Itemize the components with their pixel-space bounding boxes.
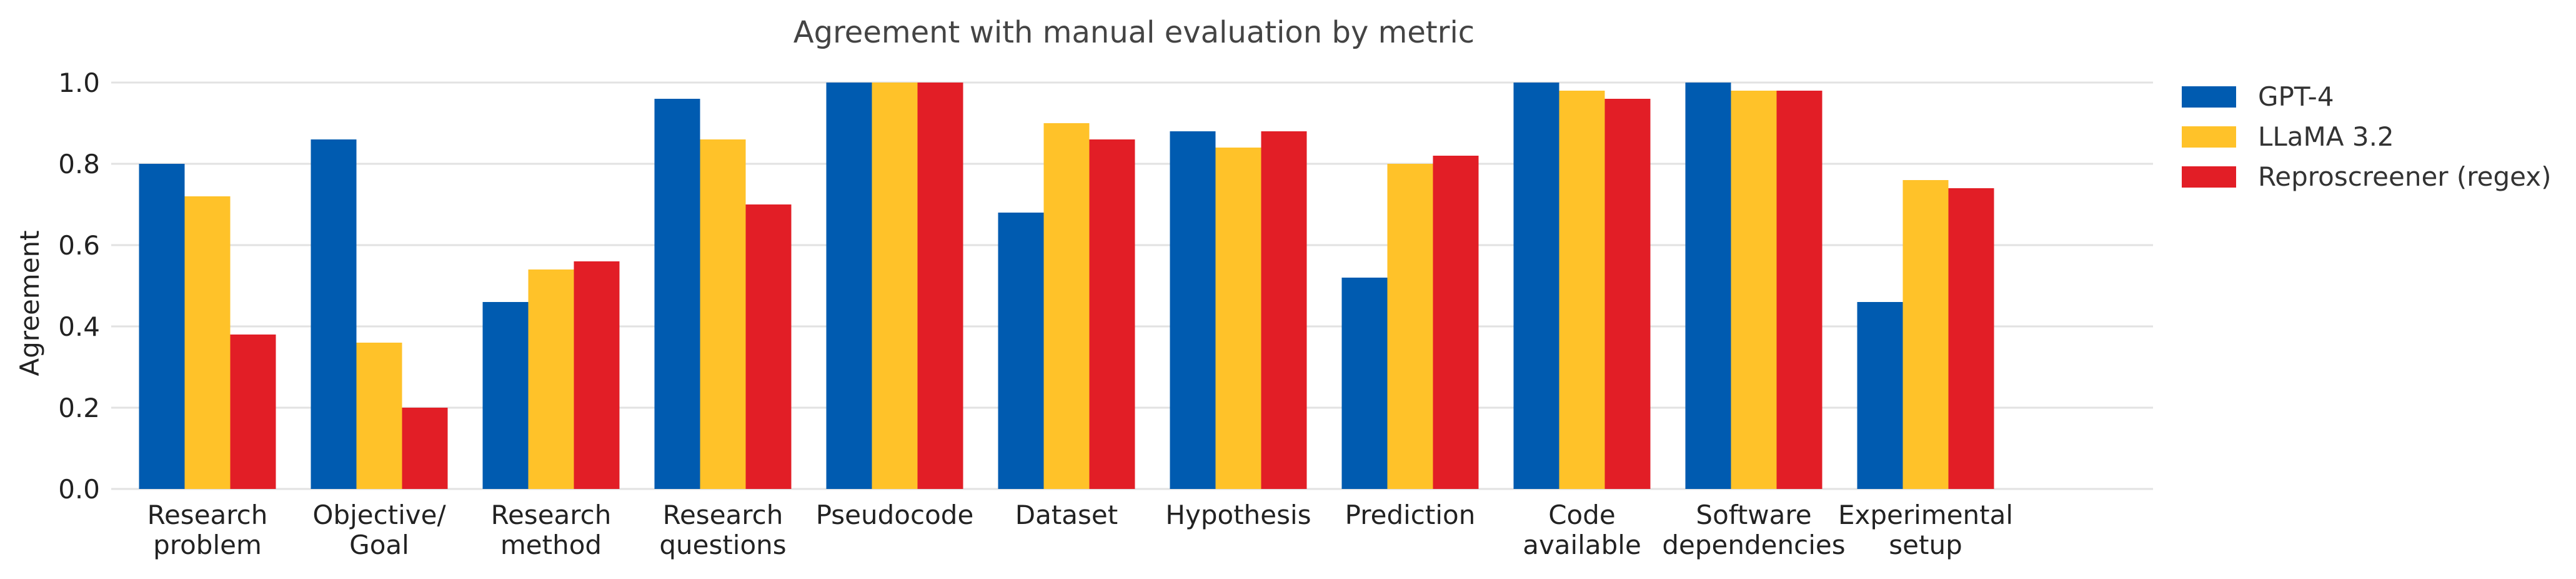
x-tick-label: Dataset [1015,500,1118,530]
bar-llama-3-2 [1559,91,1605,489]
y-axis-label: Agreement [14,230,45,376]
bar-gpt-4 [1513,83,1559,489]
bar-reproscreener-regex [745,204,792,489]
bar-reproscreener-regex [1604,99,1651,489]
bar-llama-3-2 [528,269,574,489]
bar-gpt-4 [1857,302,1903,489]
bar-llama-3-2 [356,343,402,489]
x-tick-label: Experimental setup [1838,500,2013,560]
legend: GPT-4 LLaMA 3.2 Reproscreener (regex) [2182,81,2552,192]
x-tick-label: Research questions [659,500,786,560]
x-tick-label: Prediction [1345,500,1476,530]
y-tick-label: 1.0 [58,68,100,98]
x-tick-label: Code available [1523,500,1641,560]
bar-reproscreener-regex [1089,139,1135,489]
y-tick-label: 0.2 [58,393,100,423]
legend-swatch [2182,126,2236,148]
y-tick-label: 0.8 [58,149,100,179]
bar-reproscreener-regex [1948,188,1994,489]
bar-reproscreener-regex [1776,91,1823,489]
bar-gpt-4 [654,99,700,489]
legend-swatch [2182,166,2236,188]
legend-label: GPT-4 [2258,81,2334,112]
bar-llama-3-2 [1387,164,1433,489]
bar-reproscreener-regex [1261,131,1307,489]
bars-layer [139,83,1994,489]
bar-reproscreener-regex [402,408,448,489]
bar-llama-3-2 [1043,123,1090,489]
bar-gpt-4 [139,164,185,489]
bar-reproscreener-regex [574,261,620,489]
y-tick-label: 0.6 [58,230,100,261]
bar-reproscreener-regex [230,335,276,489]
bar-gpt-4 [482,302,529,489]
bar-gpt-4 [1341,278,1388,489]
bar-llama-3-2 [1731,91,1777,489]
x-tick-label: Research problem [147,500,268,560]
legend-label: Reproscreener (regex) [2258,161,2552,192]
bar-llama-3-2 [1902,180,1949,489]
bar-gpt-4 [1170,131,1216,489]
y-tick-label: 0.4 [58,311,100,342]
bar-llama-3-2 [700,139,746,489]
x-tick-label: Software dependencies [1662,500,1845,560]
bar-reproscreener-regex [917,83,963,489]
x-tick-label: Hypothesis [1165,500,1311,530]
y-tick-label: 0.0 [58,474,100,505]
bar-gpt-4 [311,139,357,489]
legend-label: LLaMA 3.2 [2258,121,2394,152]
bar-reproscreener-regex [1433,156,1479,489]
legend-swatch [2182,86,2236,108]
bar-gpt-4 [998,213,1044,489]
bar-llama-3-2 [184,196,231,489]
chart-title: Agreement with manual evaluation by metr… [793,15,1474,50]
x-tick-label: Research method [491,500,612,560]
bar-llama-3-2 [872,83,918,489]
x-tick-label: Objective/Goal [312,500,446,560]
y-axis: 0.0 0.2 0.4 0.6 0.8 1.0 [58,68,100,505]
bar-gpt-4 [1685,83,1731,489]
bar-llama-3-2 [1215,148,1261,489]
x-axis: Research problem Objective/Goal Research met… [147,500,2013,560]
bar-gpt-4 [826,83,872,489]
x-tick-label: Pseudocode [816,500,974,530]
